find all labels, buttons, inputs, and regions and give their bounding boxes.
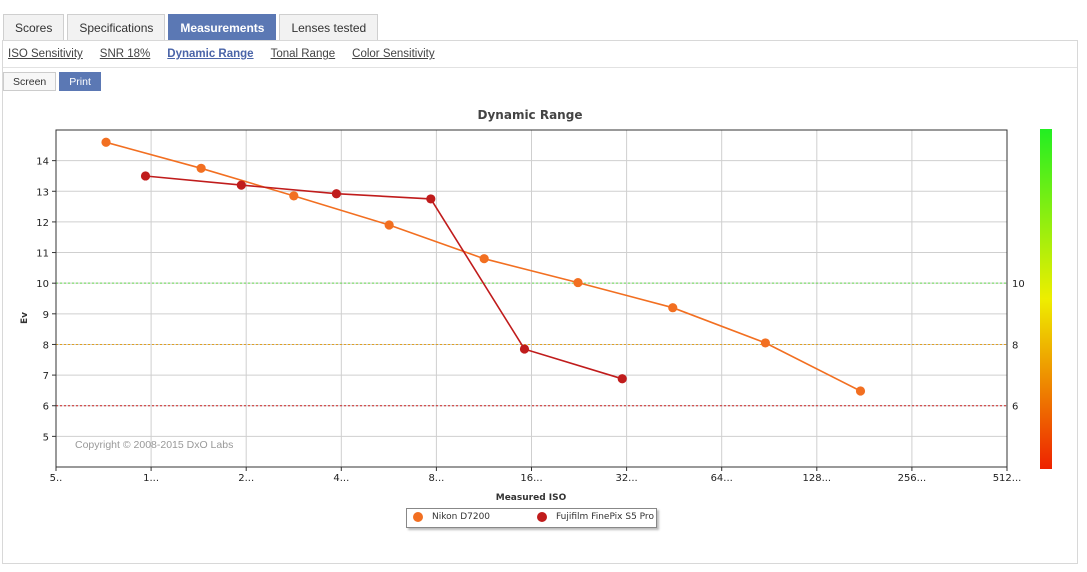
tab-lenses-tested[interactable]: Lenses tested — [279, 14, 379, 40]
y-tick-label: 13 — [36, 187, 49, 198]
subnav-divider — [3, 67, 1077, 68]
data-point — [140, 171, 151, 181]
y-tick-label: 7 — [43, 371, 49, 382]
main-tabs: Scores Specifications Measurements Lense… — [3, 14, 381, 41]
tab-specifications[interactable]: Specifications — [67, 14, 166, 40]
data-point — [668, 303, 678, 313]
y-axis-ticks: 5 6 7 8 9 10 11 12 13 14 — [36, 157, 56, 443]
measurement-subnav: ISO Sensitivity SNR 18% Dynamic Range To… — [8, 48, 452, 60]
y-tick-label: 11 — [36, 249, 49, 260]
y-tick-label: 9 — [43, 310, 49, 321]
x-tick-label: 64... — [711, 473, 733, 484]
y-tick-label: 12 — [36, 218, 49, 229]
subnav-tonal-range[interactable]: Tonal Range — [270, 48, 336, 60]
display-mode-toggle: Screen Print — [3, 72, 104, 91]
x-tick-label: 512... — [993, 473, 1022, 484]
legend-label-nikon: Nikon D7200 — [432, 512, 491, 522]
y-tick-label: 14 — [36, 157, 49, 168]
reference-line-label: 8 — [1012, 340, 1018, 351]
tab-scores[interactable]: Scores — [3, 14, 65, 40]
x-tick-label: 5.. — [50, 473, 63, 484]
x-tick-label: 8... — [428, 473, 444, 484]
y-tick-label: 10 — [36, 279, 49, 290]
y-tick-label: 5 — [43, 432, 49, 443]
reference-line-label: 10 — [1012, 279, 1025, 290]
x-tick-label: 32... — [615, 473, 637, 484]
legend-marker-nikon — [413, 512, 423, 522]
screen-mode-button[interactable]: Screen — [3, 72, 57, 91]
legend-item-fujifilm-s5-pro[interactable]: Fujifilm FinePix S5 Pro — [537, 512, 654, 522]
data-point — [289, 191, 299, 201]
subnav-dynamic-range[interactable]: Dynamic Range — [167, 48, 254, 60]
data-point — [573, 277, 583, 288]
x-tick-label: 1... — [143, 473, 159, 484]
y-tick-label: 6 — [43, 402, 49, 413]
series-group — [101, 137, 866, 396]
x-tick-label: 128... — [802, 473, 831, 484]
data-point — [101, 137, 111, 147]
data-point — [855, 386, 866, 396]
y-axis-label: Ev — [20, 312, 30, 324]
data-point — [760, 338, 770, 348]
subnav-color-sensitivity[interactable]: Color Sensitivity — [352, 48, 435, 60]
data-point — [617, 374, 627, 384]
y-tick-label: 8 — [43, 340, 49, 351]
data-point — [519, 344, 530, 354]
series-line — [145, 175, 623, 380]
x-axis-label: Measured ISO — [496, 493, 567, 503]
chart-title: Dynamic Range — [478, 108, 583, 122]
legend-marker-fujifilm — [537, 512, 547, 522]
x-tick-label: 16... — [520, 473, 542, 484]
quality-color-scale — [1040, 129, 1052, 469]
reference-line-label: 6 — [1012, 402, 1018, 413]
reference-lines: 10 8 6 — [56, 279, 1025, 413]
data-point — [384, 220, 394, 230]
tab-measurements[interactable]: Measurements — [168, 14, 277, 40]
data-point — [236, 180, 246, 190]
data-point — [196, 163, 206, 173]
data-point — [479, 254, 489, 264]
measurements-panel — [2, 40, 1078, 564]
x-axis-ticks: 5.. 1... 2... 4... 8... 16... 32... 64... 128...… — [50, 467, 1022, 484]
legend-item-nikon-d7200[interactable]: Nikon D7200 — [413, 512, 490, 522]
x-tick-label: 4... — [333, 473, 349, 484]
print-mode-button[interactable]: Print — [59, 72, 101, 91]
x-tick-label: 2... — [238, 473, 254, 484]
x-tick-label: 256... — [898, 473, 927, 484]
chart-legend: Nikon D7200 Fujifilm FinePix S5 Pro — [406, 508, 657, 528]
subnav-snr-18[interactable]: SNR 18% — [99, 48, 151, 60]
legend-label-fujifilm: Fujifilm FinePix S5 Pro — [556, 512, 654, 522]
copyright-text: Copyright © 2008-2015 DxO Labs — [75, 439, 233, 451]
subnav-iso-sensitivity[interactable]: ISO Sensitivity — [8, 48, 83, 60]
data-point — [426, 194, 436, 204]
data-point — [331, 189, 342, 199]
